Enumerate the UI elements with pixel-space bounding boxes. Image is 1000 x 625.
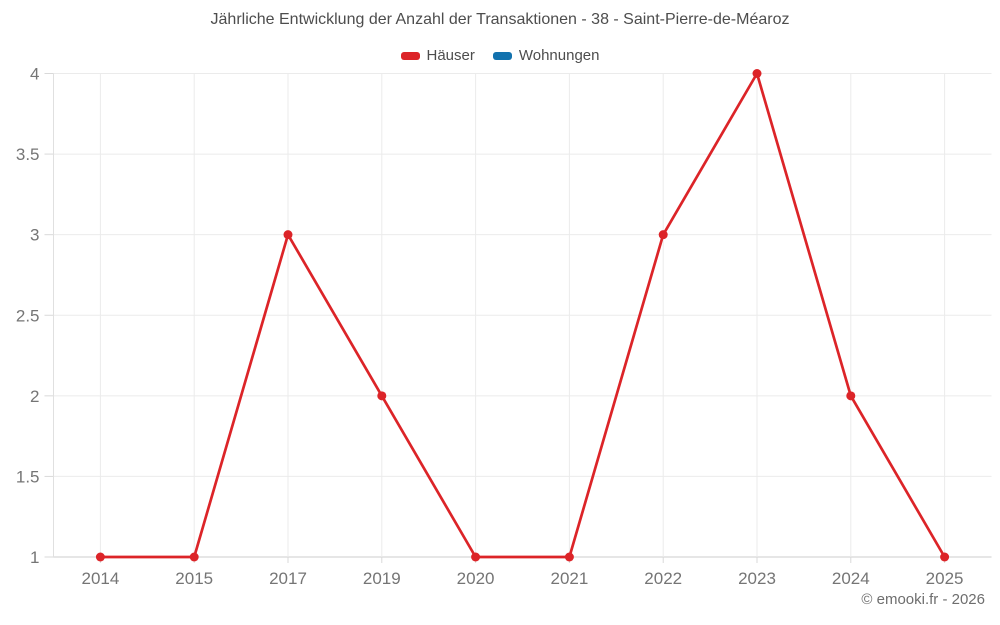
legend-item-haeuser[interactable]: Häuser — [400, 47, 475, 64]
data-point-häuser — [283, 230, 293, 240]
x-axis-label: 2020 — [457, 569, 495, 588]
x-axis-label: 2022 — [644, 569, 682, 588]
x-axis-label: 2019 — [363, 569, 401, 588]
y-axis-label: 3 — [30, 226, 39, 245]
data-point-häuser — [846, 391, 856, 401]
legend-label-wohnungen: Wohnungen — [518, 47, 600, 64]
copyright-text: © emooki.fr - 2026 — [861, 591, 985, 608]
data-point-häuser — [95, 552, 105, 562]
y-axis-label: 1.5 — [16, 467, 40, 486]
legend-item-wohnungen[interactable]: Wohnungen — [492, 47, 600, 64]
x-axis-label: 2014 — [81, 569, 119, 588]
y-axis-label: 4 — [30, 65, 39, 84]
series-line-häuser — [99, 72, 946, 559]
data-point-häuser — [940, 552, 950, 562]
x-axis-label: 2021 — [550, 569, 588, 588]
y-axis-label: 3.5 — [16, 145, 40, 164]
data-point-häuser — [564, 552, 574, 562]
chart-legend: Häuser Wohnungen — [0, 47, 1000, 64]
data-point-häuser — [752, 69, 762, 78]
data-point-häuser — [658, 230, 668, 240]
x-axis-label: 2017 — [269, 569, 307, 588]
data-point-häuser — [377, 391, 387, 401]
x-axis-label: 2023 — [738, 569, 776, 588]
legend-label-haeuser: Häuser — [426, 47, 475, 64]
legend-swatch-wohnungen-icon — [492, 51, 512, 60]
legend-swatch-haeuser-icon — [400, 51, 420, 60]
x-axis-label: 2015 — [175, 569, 213, 588]
x-axis-label: 2024 — [832, 569, 870, 588]
y-axis-label: 1 — [30, 548, 39, 567]
data-point-häuser — [471, 552, 481, 562]
y-axis-label: 2 — [30, 387, 39, 406]
data-point-häuser — [189, 552, 199, 562]
chart-title: Jährliche Entwicklung der Anzahl der Tra… — [210, 11, 790, 28]
y-axis-label: 2.5 — [16, 306, 40, 325]
x-axis-label: 2025 — [926, 569, 964, 588]
